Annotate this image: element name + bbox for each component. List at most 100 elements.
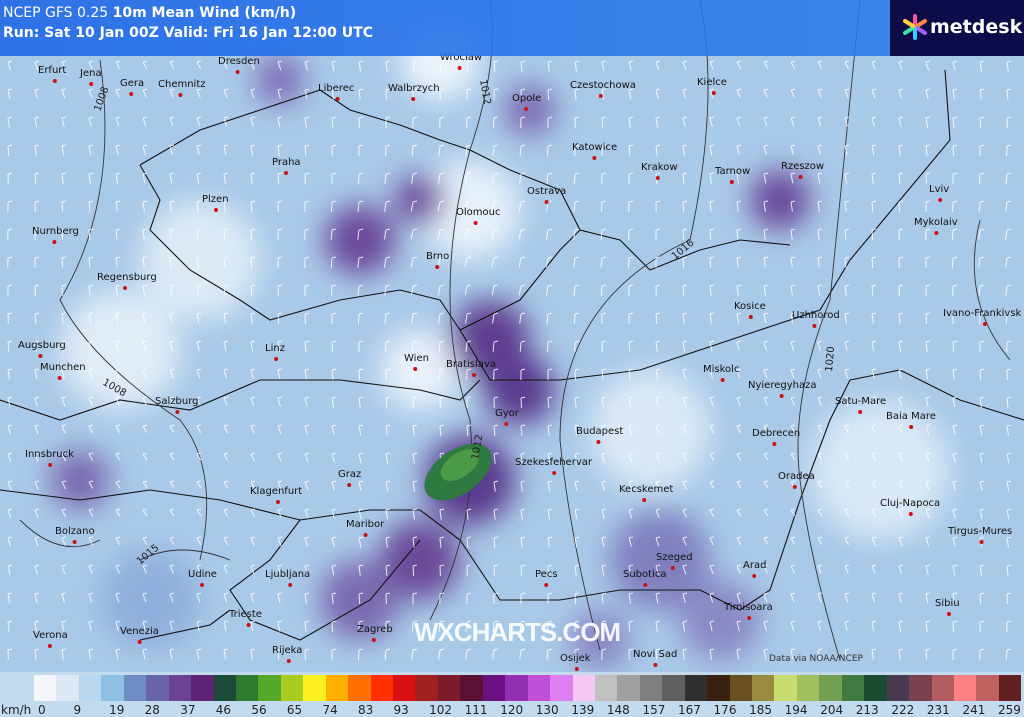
city-dot xyxy=(58,376,62,380)
wind-barb xyxy=(359,118,360,128)
city-dot xyxy=(411,97,415,101)
legend-swatch xyxy=(438,675,460,701)
legend-tick: 19 xyxy=(109,703,124,717)
wind-barb xyxy=(952,230,953,240)
city-label: Nurnberg xyxy=(32,226,79,237)
wind-intensity-patch xyxy=(750,170,810,230)
city-label: Zagreb xyxy=(357,624,393,635)
legend-tick: 241 xyxy=(962,703,985,717)
wind-barb xyxy=(683,286,684,296)
metdesk-logo[interactable]: metdesk xyxy=(890,0,1024,56)
city-dot xyxy=(592,156,596,160)
legend-swatch xyxy=(774,675,796,701)
city-dot xyxy=(458,66,462,70)
city-dot xyxy=(274,357,278,361)
legend-swatch xyxy=(887,675,909,701)
city-dot xyxy=(372,638,376,642)
city-dot xyxy=(73,540,77,544)
legend-tick: 0 xyxy=(38,703,46,717)
legend-swatch xyxy=(528,675,550,701)
city-dot xyxy=(336,97,340,101)
legend-tick: 204 xyxy=(820,703,843,717)
city-label: Linz xyxy=(265,343,285,354)
city-dot xyxy=(175,410,179,414)
legend-tick: 213 xyxy=(856,703,879,717)
city-label: Augsburg xyxy=(18,340,66,351)
legend-swatch xyxy=(483,675,505,701)
legend-tick: 167 xyxy=(678,703,701,717)
legend-tick: 176 xyxy=(714,703,737,717)
city-dot xyxy=(214,208,218,212)
legend-swatch xyxy=(797,675,819,701)
wind-barb xyxy=(601,286,602,296)
wind-barb xyxy=(575,594,576,604)
city-label: Bolzano xyxy=(55,526,95,537)
legend-swatch xyxy=(864,675,886,701)
city-label: Sibiu xyxy=(935,598,960,609)
city-label: Szekesfehervar xyxy=(515,457,593,468)
city-dot xyxy=(793,485,797,489)
wind-barb xyxy=(251,258,252,268)
legend-swatch xyxy=(707,675,729,701)
legend-swatches xyxy=(34,675,1021,701)
city-dot xyxy=(544,583,548,587)
city-label: Czestochowa xyxy=(570,80,636,91)
legend-swatch xyxy=(999,675,1021,701)
legend-swatch xyxy=(662,675,684,701)
legend-tick: 130 xyxy=(536,703,559,717)
city-label: Osijek xyxy=(560,653,591,664)
legend-swatch xyxy=(56,675,78,701)
wind-barb xyxy=(872,258,873,268)
city-dot xyxy=(909,425,913,429)
wind-barb xyxy=(574,314,575,324)
legend-swatch xyxy=(79,675,101,701)
wind-barb xyxy=(629,146,630,156)
city-label: Opole xyxy=(512,93,541,104)
legend-tick: 111 xyxy=(465,703,488,717)
city-dot xyxy=(780,394,784,398)
city-label: Oradea xyxy=(778,471,815,482)
city-dot xyxy=(599,94,603,98)
city-dot xyxy=(772,442,776,446)
city-label: Kosice xyxy=(734,301,766,312)
city-label: Innsbruck xyxy=(25,449,74,460)
wind-barb xyxy=(412,622,413,632)
city-label: Munchen xyxy=(40,362,86,373)
city-label: Cluj-Napoca xyxy=(880,498,940,509)
city-label: Verona xyxy=(33,630,68,641)
wind-barb xyxy=(656,314,657,324)
city-label: Novi Sad xyxy=(633,649,677,660)
legend-tick: 9 xyxy=(74,703,82,717)
city-dot xyxy=(934,231,938,235)
city-label: Jena xyxy=(79,68,102,79)
wind-barb xyxy=(413,398,414,408)
city-label: Debrecen xyxy=(752,428,800,439)
watermark: WXCHARTS.COM xyxy=(414,617,620,648)
city-label: Satu-Mare xyxy=(835,396,886,407)
city-dot xyxy=(472,373,476,377)
legend-swatch xyxy=(505,675,527,701)
legend-swatch xyxy=(752,675,774,701)
city-dot xyxy=(643,583,647,587)
city-label: Venezia xyxy=(120,626,159,637)
wind-barb xyxy=(62,258,63,268)
legend-tick: 259 xyxy=(998,703,1021,717)
legend-tick: 74 xyxy=(322,703,337,717)
city-dot xyxy=(123,286,127,290)
wind-barb xyxy=(412,342,413,352)
city-dot xyxy=(38,354,42,358)
city-label: Maribor xyxy=(346,519,385,530)
city-dot xyxy=(48,463,52,467)
city-label: Dresden xyxy=(218,56,260,67)
wind-barb xyxy=(547,146,548,156)
city-dot xyxy=(938,198,942,202)
wind-barb xyxy=(467,62,468,72)
city-label: Miskolc xyxy=(703,364,739,375)
city-dot xyxy=(89,82,93,86)
city-label: Pecs xyxy=(535,569,558,580)
city-dot xyxy=(347,483,351,487)
city-label: Erfurt xyxy=(38,65,66,76)
wind-barb xyxy=(358,314,359,324)
